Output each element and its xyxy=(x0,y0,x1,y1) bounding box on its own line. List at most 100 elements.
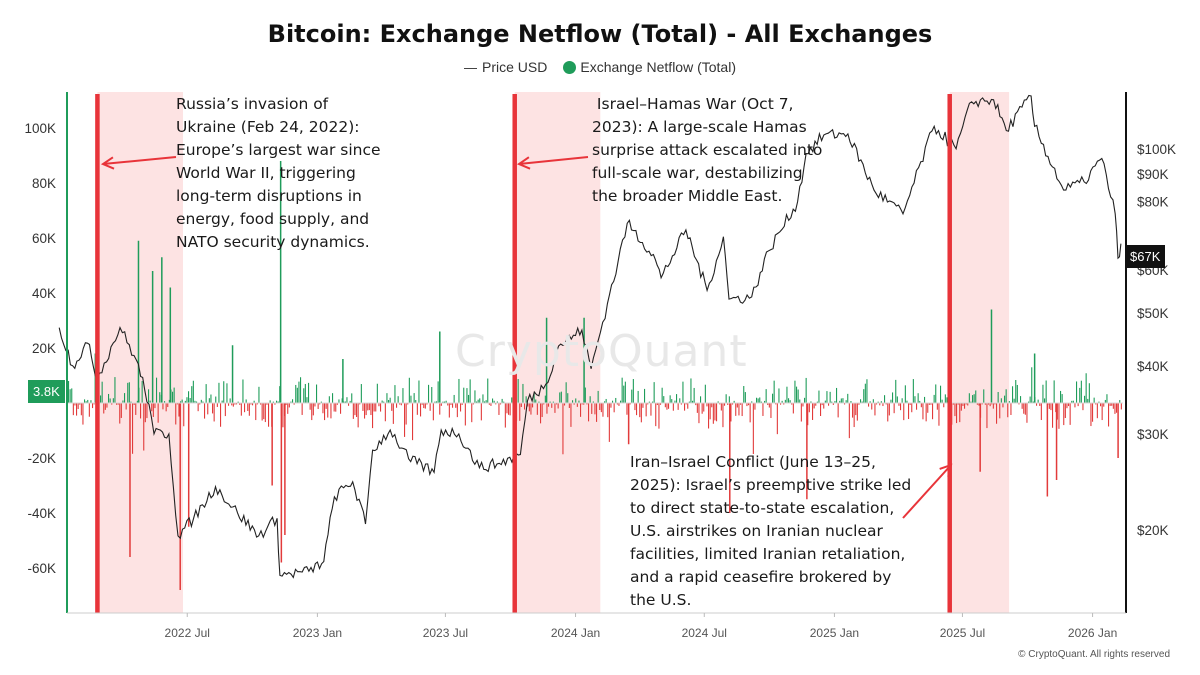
netflow-bar xyxy=(191,386,193,403)
netflow-bar xyxy=(404,403,406,437)
netflow-bar xyxy=(517,378,519,403)
netflow-bar xyxy=(247,403,249,411)
netflow-bar xyxy=(135,403,137,415)
netflow-bar xyxy=(400,403,402,406)
netflow-bar xyxy=(799,399,801,403)
netflow-bar xyxy=(701,403,703,414)
netflow-bar xyxy=(930,403,932,405)
netflow-bar xyxy=(620,400,622,403)
netflow-bar xyxy=(424,403,426,409)
netflow-bar xyxy=(175,403,177,425)
netflow-bar xyxy=(141,381,143,403)
netflow-bar xyxy=(976,403,978,405)
annotation-iran-israel: Iran–Israel Conflict (June 13–25, 2025): … xyxy=(630,451,911,612)
netflow-bar xyxy=(236,403,238,405)
netflow-bar xyxy=(213,403,215,422)
netflow-bar xyxy=(972,395,974,403)
axes: 100K 80K 60K 40K 20K -20K -40K -60K $100K $90K $80… xyxy=(24,92,1176,640)
netflow-bar xyxy=(685,403,687,405)
netflow-bar xyxy=(908,403,910,420)
netflow-bar xyxy=(852,403,854,418)
netflow-bar xyxy=(77,403,79,410)
netflow-bar xyxy=(1016,384,1018,403)
x-tick-label: 2025 Jan xyxy=(810,626,859,640)
netflow-bar xyxy=(215,396,217,403)
netflow-bar xyxy=(540,403,542,424)
netflow-bar xyxy=(378,403,380,407)
netflow-bar xyxy=(1084,395,1086,403)
netflow-bar xyxy=(588,403,590,422)
netflow-bar xyxy=(130,401,132,403)
netflow-bar xyxy=(509,403,511,416)
shaded-period-3 xyxy=(949,92,1010,613)
right-tick-label: $30K xyxy=(1137,427,1169,442)
netflow-bar xyxy=(607,403,609,418)
netflow-bar xyxy=(143,403,145,451)
netflow-bar xyxy=(452,403,454,408)
x-tick-label: 2024 Jan xyxy=(551,626,600,640)
legend[interactable]: Price USD Exchange Netflow (Total) xyxy=(0,59,1200,75)
netflow-bar xyxy=(904,385,906,403)
russia-line: NATO security dynamics. xyxy=(176,233,370,251)
netflow-bar xyxy=(578,400,580,403)
netflow-bar xyxy=(920,403,922,408)
netflow-bar xyxy=(879,403,881,406)
netflow-bar xyxy=(276,400,278,403)
netflow-legend-label[interactable]: Exchange Netflow (Total) xyxy=(580,59,736,75)
netflow-bar xyxy=(287,403,289,414)
netflow-bar xyxy=(100,395,102,403)
netflow-bar xyxy=(895,379,897,403)
price-legend-label[interactable]: Price USD xyxy=(482,59,548,75)
netflow-bar xyxy=(111,403,113,405)
netflow-bar xyxy=(1058,403,1060,429)
netflow-bar xyxy=(365,403,367,416)
netflow-bar xyxy=(765,389,767,403)
netflow-bar xyxy=(396,403,398,408)
netflow-bar xyxy=(173,387,175,403)
netflow-bar xyxy=(92,403,94,409)
netflow-bar xyxy=(362,403,364,411)
netflow-bar xyxy=(484,401,486,403)
netflow-bar xyxy=(524,403,526,410)
netflow-bar xyxy=(1028,401,1030,403)
netflow-bar xyxy=(644,388,646,403)
netflow-bar xyxy=(596,403,598,422)
netflow-bar xyxy=(1012,386,1014,403)
netflow-bar xyxy=(148,389,150,403)
netflow-bar xyxy=(800,403,802,422)
arrow-head xyxy=(939,463,953,477)
netflow-bar xyxy=(172,391,174,403)
netflow-bar xyxy=(906,400,908,403)
netflow-bar xyxy=(1056,403,1058,420)
netflow-bar xyxy=(600,403,602,413)
netflow-bar xyxy=(866,379,868,403)
netflow-bar xyxy=(778,388,780,403)
netflow-bar xyxy=(591,403,593,414)
netflow-bar xyxy=(88,403,90,417)
netflow-bar xyxy=(68,380,70,403)
netflow-bar xyxy=(1039,403,1041,406)
netflow-bar xyxy=(1071,400,1073,403)
netflow-bar xyxy=(423,403,425,409)
left-tick-label: -60K xyxy=(27,561,56,576)
netflow-bar xyxy=(464,403,466,426)
netflow-bar xyxy=(805,377,807,403)
netflow-bar xyxy=(680,403,682,405)
netflow-bar xyxy=(786,386,788,403)
netflow-bar xyxy=(780,403,782,405)
netflow-bar xyxy=(984,403,986,405)
russia-line: energy, food supply, and xyxy=(176,210,370,228)
netflow-bar xyxy=(740,403,742,405)
netflow-bar xyxy=(621,377,623,403)
netflow-bar xyxy=(1093,397,1095,403)
netflow-bar xyxy=(332,393,334,403)
netflow-bar xyxy=(264,403,266,423)
netflow-bar xyxy=(436,401,438,403)
netflow-bar xyxy=(508,403,510,415)
netflow-bar xyxy=(840,398,842,403)
netflow-bar xyxy=(1080,380,1082,403)
netflow-bar xyxy=(320,401,322,403)
netflow-bar xyxy=(1106,394,1108,403)
netflow-bar xyxy=(412,403,414,441)
netflow-bar xyxy=(1008,401,1010,403)
